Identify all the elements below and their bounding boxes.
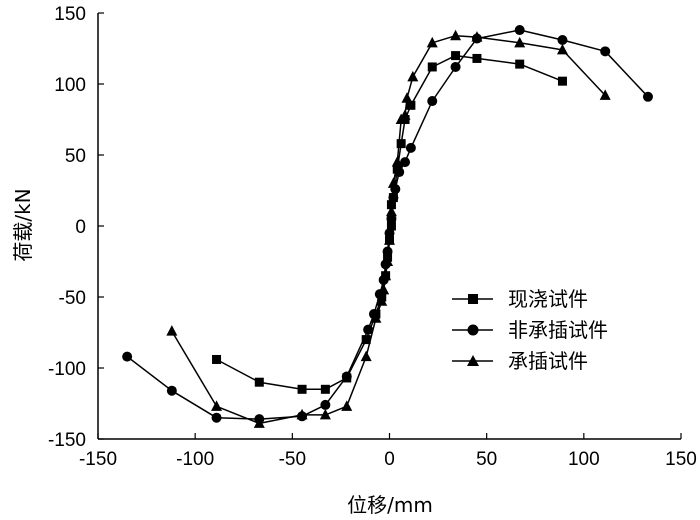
data-point-triangle	[166, 325, 178, 336]
x-tick-label: 0	[384, 449, 395, 470]
legend-label-socket: 承插试件	[508, 349, 588, 373]
data-point-triangle	[341, 400, 353, 411]
data-point-triangle	[514, 36, 526, 48]
data-point-circle	[514, 25, 525, 36]
data-point-triangle	[319, 408, 331, 420]
legend-item-non-socket: 非承插试件	[452, 318, 608, 342]
data-point-circle	[600, 46, 611, 57]
data-point-triangle	[211, 400, 223, 411]
data-point-triangle	[382, 255, 394, 266]
series-socket	[166, 29, 611, 428]
x-tick-label: -100	[176, 449, 214, 470]
series-layer	[122, 25, 653, 428]
data-point-triangle	[391, 156, 403, 167]
series-line-socket	[171, 34, 606, 425]
data-point-circle	[394, 167, 405, 178]
data-point-square	[297, 384, 307, 394]
chart-axes	[97, 12, 682, 440]
x-tick-label: -150	[79, 449, 117, 470]
data-point-triangle	[385, 205, 397, 217]
legend-label-non-socket: 非承插试件	[508, 318, 608, 342]
data-point-circle	[642, 91, 653, 102]
x-tick-label: 100	[568, 449, 600, 470]
data-point-triangle	[376, 295, 388, 306]
legend-marker-triangle	[467, 355, 479, 366]
data-point-triangle	[556, 43, 568, 55]
legend-label-cast-in-place: 现浇试件	[508, 287, 588, 311]
data-point-square	[406, 100, 416, 110]
data-point-circle	[382, 246, 393, 257]
data-point-triangle	[471, 31, 483, 42]
data-point-square	[386, 221, 396, 231]
data-point-square	[212, 354, 222, 364]
data-point-triangle	[380, 269, 392, 281]
data-point-square	[320, 384, 330, 394]
data-point-circle	[122, 351, 133, 362]
legend: 现浇试件 非承插试件 承插试件	[452, 287, 608, 373]
data-point-square	[472, 53, 482, 63]
y-tick-label: -150	[48, 430, 86, 451]
data-point-square	[427, 62, 437, 72]
data-point-circle	[405, 142, 416, 153]
data-point-circle	[320, 399, 331, 410]
data-point-triangle	[384, 234, 395, 245]
y-tick-label: 50	[65, 146, 86, 167]
data-point-circle	[341, 371, 352, 382]
data-point-triangle	[360, 350, 372, 362]
data-point-triangle	[296, 408, 308, 420]
data-point-triangle	[407, 70, 419, 82]
data-point-circle	[211, 412, 222, 423]
data-point-triangle	[450, 29, 462, 41]
data-point-triangle	[378, 283, 390, 295]
y-tick-label: -100	[48, 359, 86, 380]
data-point-circle	[450, 61, 461, 72]
data-point-triangle	[426, 36, 438, 48]
data-point-square	[515, 59, 525, 69]
y-tick-labels: 150 100 50 0 -50 -100 -150	[48, 4, 86, 451]
data-point-triangle	[401, 92, 413, 103]
x-tick-label: -50	[279, 449, 306, 470]
data-point-square	[557, 76, 567, 86]
legend-item-socket: 承插试件	[452, 349, 588, 373]
data-point-circle	[166, 385, 177, 396]
data-point-square	[254, 377, 264, 387]
data-point-square	[451, 51, 461, 61]
x-tick-label: 150	[665, 449, 697, 470]
data-point-circle	[400, 157, 411, 168]
y-axis-title: 荷载/kN	[11, 188, 35, 261]
legend-marker-circle	[467, 324, 479, 336]
y-tick-label: -50	[59, 288, 86, 309]
data-point-circle	[557, 34, 568, 45]
y-tick-label: 150	[54, 4, 86, 25]
y-tick-label: 100	[54, 75, 86, 96]
data-point-triangle	[387, 177, 399, 188]
x-tick-labels: -150 -100 -50 0 50 100 150	[79, 449, 697, 470]
data-point-triangle	[370, 312, 382, 323]
data-point-triangle	[599, 89, 611, 100]
data-point-triangle	[253, 417, 265, 428]
x-tick-label: 50	[476, 449, 497, 470]
data-point-circle	[363, 324, 374, 335]
data-point-triangle	[399, 109, 411, 120]
data-point-circle	[427, 96, 438, 107]
data-point-square	[361, 335, 371, 345]
legend-marker-square	[468, 294, 478, 304]
data-point-square	[396, 139, 406, 149]
legend-item-cast-in-place: 现浇试件	[452, 287, 588, 311]
y-tick-label: 0	[75, 217, 86, 238]
data-point-circle	[388, 192, 399, 203]
x-axis-title: 位移/mm	[347, 493, 433, 517]
